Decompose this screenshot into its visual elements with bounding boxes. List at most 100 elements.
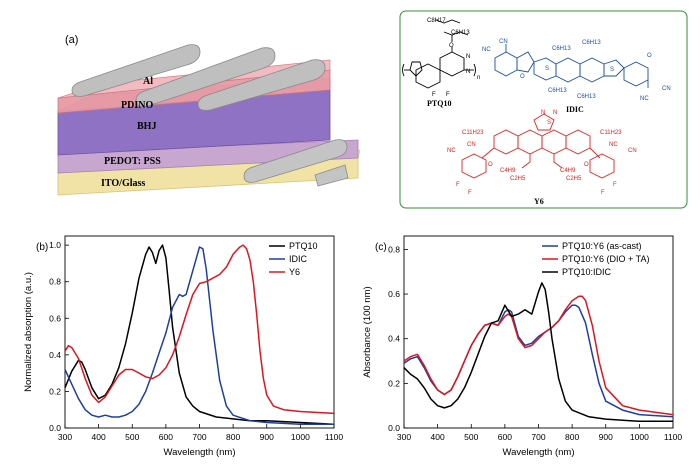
c-legend-label-1: PTQ10:Y6 (DIO + TA) xyxy=(562,254,649,264)
idic-sulfur-2: S xyxy=(610,67,614,73)
y6-cn-4: CN xyxy=(628,148,637,154)
idic-chain-1: C6H13 xyxy=(552,46,571,52)
b-xtick-label-4: 700 xyxy=(192,432,206,442)
idic-cn-3: NC xyxy=(640,96,649,102)
c-xtick-label-0: 300 xyxy=(397,432,411,442)
structures-box: C8H17 C6H13 O N N F F n PTQ10 NC CN O O … xyxy=(399,10,688,209)
y6-f-2: F xyxy=(468,190,472,196)
y6-f-3: F xyxy=(601,190,605,196)
idic-chain-2: C6H13 xyxy=(582,40,601,46)
idic-name: IDIC xyxy=(566,105,584,114)
c-ylabel: Absorbance (100 nm) xyxy=(362,286,373,377)
al-electrodes xyxy=(71,44,326,111)
c-xtick-label-5: 800 xyxy=(565,432,579,442)
c-ytick-label-2: 0.4 xyxy=(388,334,400,344)
y6-f-4: F xyxy=(613,182,617,188)
c-legend-label-0: PTQ10:Y6 (as-cast) xyxy=(562,241,642,251)
y6-structure xyxy=(461,113,615,179)
b-xtick-label-8: 1100 xyxy=(325,432,344,442)
y6-core-n-1: N xyxy=(541,110,545,116)
layer-label-al: Al xyxy=(143,76,153,87)
ito-electrodes xyxy=(243,139,349,187)
y6-chain-1: C11H23 xyxy=(462,130,484,136)
ptq10-oxygen: O xyxy=(449,43,454,49)
idic-sulfur-1: S xyxy=(545,66,549,72)
y6-oxygen-1: O xyxy=(488,162,493,168)
y6-chain-2: C11H23 xyxy=(600,130,622,136)
ptq10-f-1: F xyxy=(432,92,436,98)
panel-a-label: (a) xyxy=(65,34,78,46)
b-series-line-0 xyxy=(64,244,335,426)
y6-cn-3: NC xyxy=(609,142,618,148)
c-xtick-label-2: 500 xyxy=(464,432,478,442)
y6-f-1: F xyxy=(456,182,460,188)
ptq10-name: PTQ10 xyxy=(427,99,451,108)
y6-cn-1: NC xyxy=(447,148,456,154)
y6-chain-4: C2H5 xyxy=(510,176,526,182)
b-xtick-label-0: 300 xyxy=(58,432,72,442)
c-series-line-1 xyxy=(403,295,674,416)
c-ytick-label-0: 0.0 xyxy=(388,423,400,433)
y6-chain-6: C2H5 xyxy=(566,176,582,182)
layer-label-bhj: BHJ xyxy=(137,121,156,132)
b-xtick-label-6: 900 xyxy=(260,432,274,442)
idic-cn-1: NC xyxy=(482,47,491,53)
y6-chain-3: C4H9 xyxy=(500,168,516,174)
c-xtick-label-7: 1000 xyxy=(630,432,649,442)
b-xtick-label-5: 800 xyxy=(226,432,240,442)
chart-panel-c: (c) 300 400 500 600 700 800 900 1000 1100 0.0 0.2 0.… xyxy=(362,235,683,458)
idic-chain-3: C6H13 xyxy=(548,88,567,94)
c-ytick-label-1: 0.2 xyxy=(388,378,400,388)
device-stack: (a) Al PDINO BHJ PEDOT: PSS ITO/Glass xyxy=(57,34,361,196)
ptq10-n-1: N xyxy=(466,54,470,60)
y6-name: Y6 xyxy=(534,197,544,206)
y6-core-n-2: N xyxy=(553,110,557,116)
b-legend-label-1: IDIC xyxy=(289,254,308,264)
idic-cn-4: CN xyxy=(662,86,671,92)
b-ytick-label-2: 0.4 xyxy=(49,350,61,360)
y6-cn-2: CN xyxy=(467,142,476,148)
c-xtick-label-4: 700 xyxy=(531,432,545,442)
c-ytick-label-4: 0.8 xyxy=(388,244,400,254)
y6-chain-5: C4H9 xyxy=(560,168,576,174)
b-legend-label-0: PTQ10 xyxy=(289,241,318,251)
layer-label-ito: ITO/Glass xyxy=(101,178,145,189)
c-xtick-label-3: 600 xyxy=(498,432,512,442)
c-series-line-0 xyxy=(403,304,674,418)
idic-chain-4: C6H13 xyxy=(577,94,596,100)
ptq10-n-2: N xyxy=(466,69,470,75)
c-plot-frame xyxy=(403,235,674,429)
b-ytick-label-3: 0.6 xyxy=(49,313,61,323)
b-ylabel: Normalized absorption (a.u.) xyxy=(23,272,34,392)
ptq10-f-2: F xyxy=(446,92,450,98)
b-series-line-1 xyxy=(64,246,334,426)
c-xtick-label-8: 1100 xyxy=(664,432,683,442)
ptq10-side-top: C8H17 xyxy=(427,18,446,24)
c-xtick-label-1: 400 xyxy=(431,432,445,442)
b-plot-frame xyxy=(64,235,335,429)
ptq10-side-bottom: C6H13 xyxy=(451,30,470,36)
b-xlabel: Wavelength (nm) xyxy=(164,447,236,458)
y6-oxygen-2: O xyxy=(584,162,589,168)
y6-core-s: S xyxy=(547,120,551,126)
b-ytick-label-1: 0.2 xyxy=(49,386,61,396)
idic-oxygen-2: O xyxy=(647,53,652,59)
ptq10-structure xyxy=(402,19,476,89)
c-legend-label-2: PTQ10:IDIC xyxy=(562,267,612,277)
b-ytick-label-0: 0.0 xyxy=(49,423,61,433)
b-panel-label: (b) xyxy=(36,242,48,253)
c-xlabel: Wavelength (nm) xyxy=(503,447,575,458)
layer-label-pedot: PEDOT: PSS xyxy=(104,156,161,167)
b-ytick-label-4: 0.8 xyxy=(49,277,61,287)
b-xtick-label-2: 500 xyxy=(125,432,139,442)
ptq10-repeat-n: n xyxy=(477,75,480,81)
idic-structure xyxy=(494,44,649,88)
b-xtick-label-1: 400 xyxy=(92,432,106,442)
b-series-line-2 xyxy=(64,244,335,415)
b-xtick-label-3: 600 xyxy=(159,432,173,442)
b-xtick-label-7: 1000 xyxy=(291,432,310,442)
c-xtick-label-6: 900 xyxy=(599,432,613,442)
c-panel-label: (c) xyxy=(375,242,387,253)
b-legend-label-2: Y6 xyxy=(289,267,300,277)
